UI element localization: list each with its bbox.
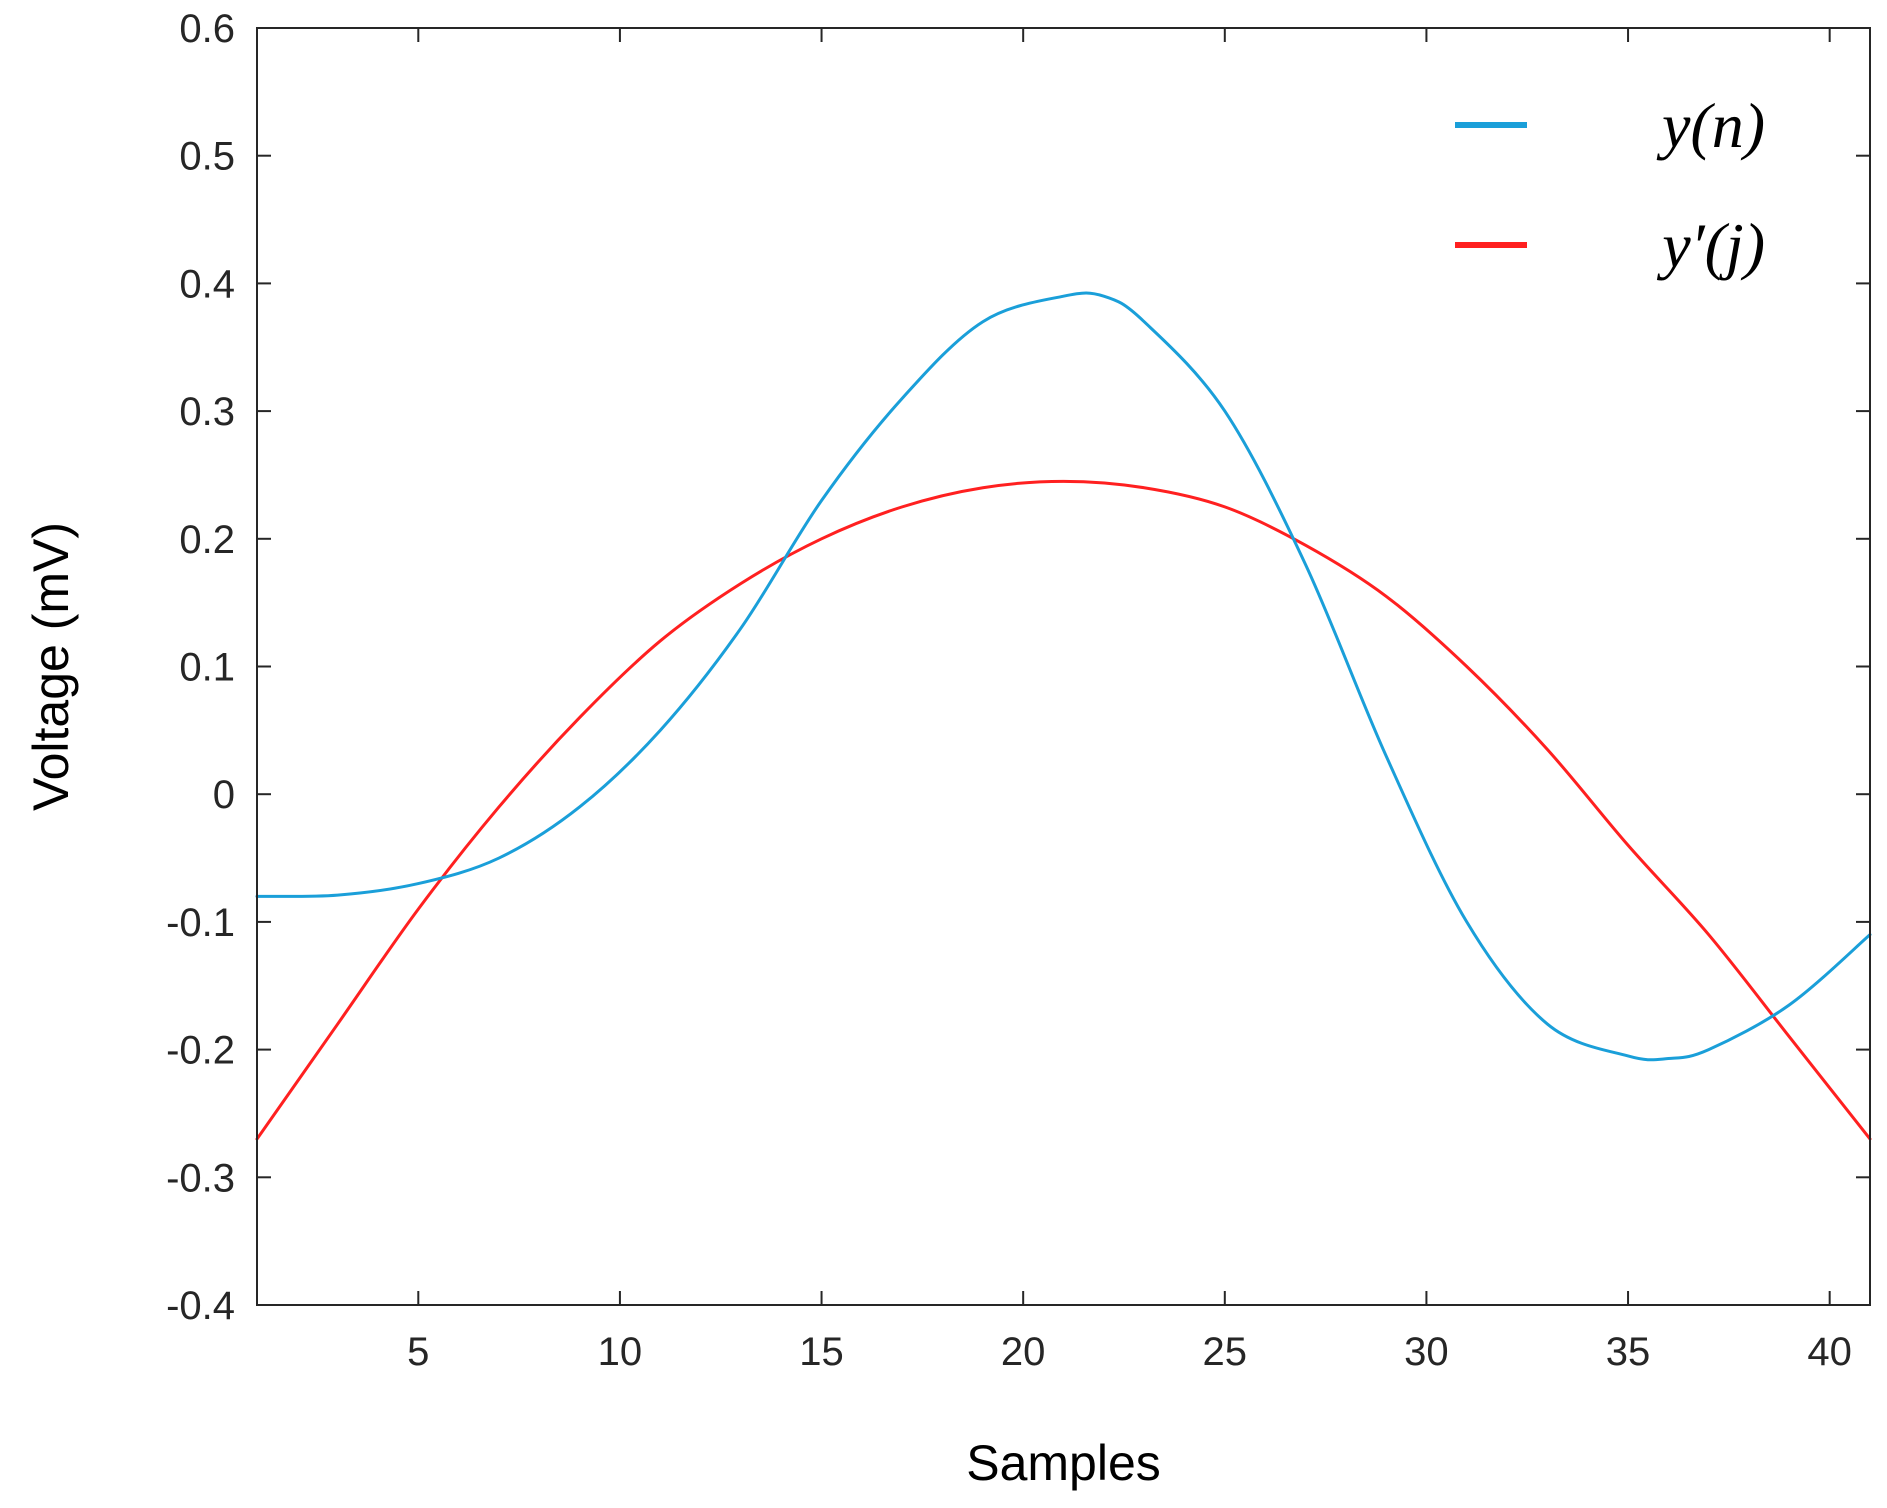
- y-tick-label: 0: [213, 773, 235, 817]
- y-tick-label: -0.4: [166, 1284, 235, 1328]
- y-tick-label: -0.2: [166, 1029, 235, 1073]
- x-tick-label: 10: [598, 1330, 643, 1374]
- y-tick-label: 0.4: [179, 262, 235, 306]
- x-axis-title: Samples: [966, 1435, 1161, 1491]
- series-line-y-n: [255, 291, 1872, 1062]
- x-tick-label: 25: [1203, 1330, 1248, 1374]
- legend-label: y(n): [1656, 90, 1765, 161]
- y-tick-labels: 0.6 0.5 0.4 0.3 0.2 0.1 0 -0.1 -0.2 -0.3 -0.4: [166, 7, 235, 1328]
- plot-frame: [256, 27, 1871, 1306]
- y-axis-title: Voltage (mV): [23, 522, 79, 811]
- legend: y(n) y′(j): [1455, 90, 1765, 281]
- x-tick-label: 20: [1001, 1330, 1046, 1374]
- x-tick-labels: 5 10 15 20 25 30 35 40: [407, 1330, 1852, 1374]
- x-tick-label: 40: [1807, 1330, 1852, 1374]
- series-line-y-prime-j: [255, 479, 1872, 1141]
- y-tick-label: 0.3: [179, 390, 235, 434]
- x-tick-label: 15: [799, 1330, 844, 1374]
- y-tick-label: 0.5: [179, 135, 235, 179]
- x-tick-label: 35: [1606, 1330, 1651, 1374]
- y-tick-label: 0.2: [179, 518, 235, 562]
- legend-label: y′(j): [1656, 210, 1765, 281]
- ticks-layer: [257, 27, 1870, 1306]
- y-tick-label: -0.1: [166, 901, 235, 945]
- x-tick-label: 30: [1404, 1330, 1449, 1374]
- x-tick-label: 5: [407, 1330, 429, 1374]
- series-layer: [255, 291, 1872, 1141]
- y-tick-label: 0.6: [179, 7, 235, 51]
- y-tick-label: 0.1: [179, 646, 235, 690]
- y-tick-label: -0.3: [166, 1156, 235, 1200]
